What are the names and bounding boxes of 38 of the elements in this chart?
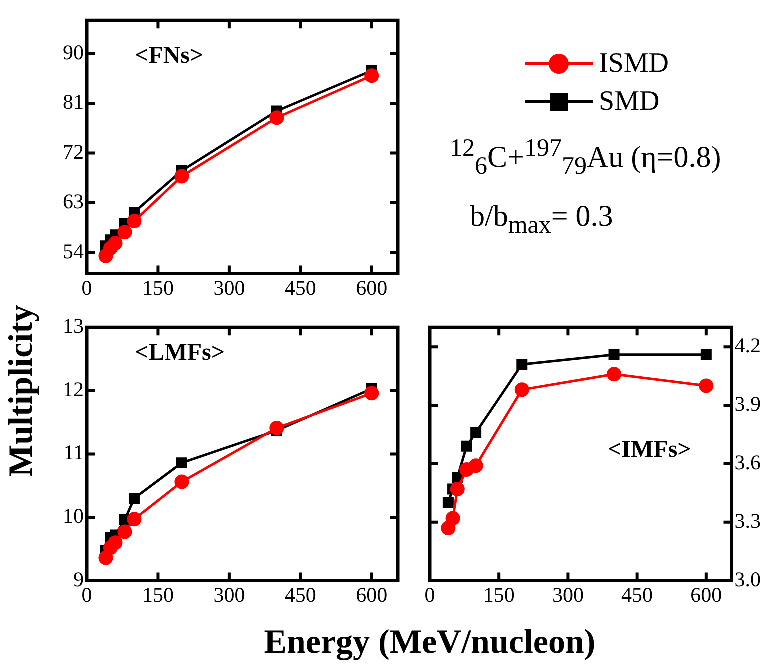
x-tick-label: 0 xyxy=(82,276,92,300)
x-tick-label: 600 xyxy=(690,582,722,607)
x-tick-label: 300 xyxy=(214,582,246,607)
x-tick-label: 600 xyxy=(356,582,388,607)
y-tick-label: 9 xyxy=(74,567,84,592)
x-tick-label: 600 xyxy=(356,276,388,300)
x-tick-label: 150 xyxy=(142,582,174,607)
y2-tick-label: 4.2 xyxy=(734,334,761,358)
y-tick-label: 81 xyxy=(63,90,84,114)
x-tick-label: 300 xyxy=(552,582,584,607)
y-tick-label: 12 xyxy=(63,377,84,402)
y-tick-label: 63 xyxy=(63,190,84,214)
y-tick-label: 10 xyxy=(63,504,84,528)
x-axis-title: Energy (MeV/nucleon) xyxy=(263,624,597,662)
y-tick-label: 11 xyxy=(64,440,84,465)
y2-tick-label: 3.3 xyxy=(734,508,761,533)
x-tick-label: 0 xyxy=(82,582,92,607)
x-tick-label: 150 xyxy=(142,276,174,300)
y-tick-label: 54 xyxy=(63,239,84,264)
y2-tick-label: 3.9 xyxy=(734,392,761,416)
legend-label: SMD xyxy=(599,86,660,118)
y2-tick-label: 3.6 xyxy=(734,450,761,474)
y-axis-title: Multiplicity xyxy=(3,304,41,479)
annotation: <FNs> xyxy=(135,43,204,70)
x-tick-label: 450 xyxy=(284,582,316,607)
annotation: <LMFs> xyxy=(135,340,226,367)
x-tick-label: 300 xyxy=(214,276,246,300)
legend-label: ISMD xyxy=(599,48,670,80)
y-tick-label: 13 xyxy=(63,314,84,338)
annotation: <IMFs> xyxy=(608,437,692,464)
y2-tick-label: 3.0 xyxy=(734,567,761,592)
y-tick-label: 72 xyxy=(63,140,84,164)
x-tick-label: 0 xyxy=(424,582,436,607)
x-tick-label: 450 xyxy=(622,582,654,607)
y-tick-label: 90 xyxy=(63,40,84,64)
text: b/b$_{max}$= 0.3 xyxy=(470,200,614,240)
x-tick-label: 150 xyxy=(483,582,515,607)
x-tick-label: 450 xyxy=(284,276,316,300)
